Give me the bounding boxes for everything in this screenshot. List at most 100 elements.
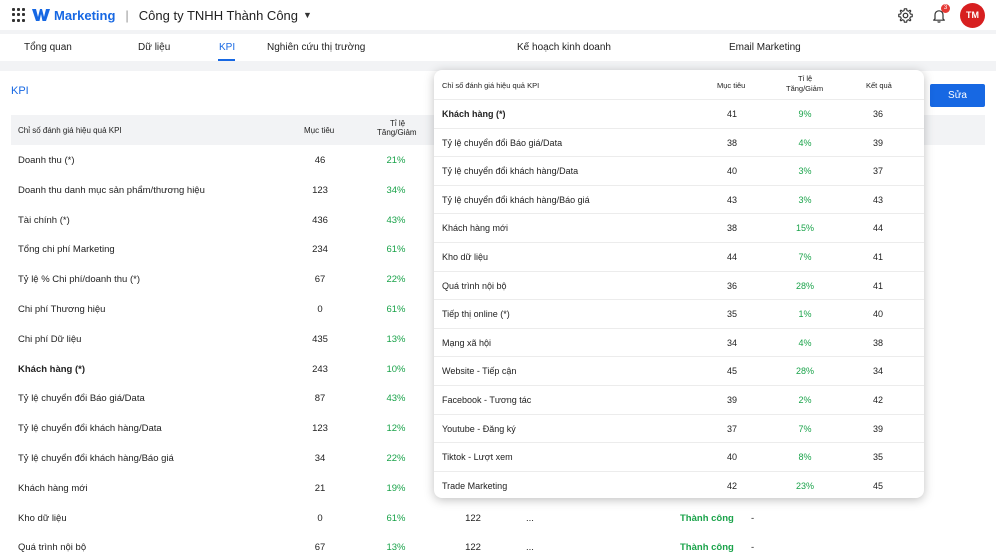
kpi-target: 67 xyxy=(314,274,326,286)
tab-business-plan[interactable]: Kế hoạch kinh doanh xyxy=(517,42,611,53)
popup-kpi-ratio: 28% xyxy=(795,280,814,291)
popup-kpi-name: Tỷ lệ chuyển đổi Báo giá/Data xyxy=(442,137,563,148)
kpi-ratio: 43% xyxy=(386,214,406,226)
title-separator: | xyxy=(125,7,129,23)
popup-kpi-target: 34 xyxy=(726,337,737,348)
edit-button[interactable]: Sửa xyxy=(930,84,985,107)
notification-badge: 3 xyxy=(941,4,950,13)
tab-kpi[interactable]: KPI xyxy=(219,42,236,53)
header-target: Mục tiêu xyxy=(304,126,335,135)
kpi-target: 87 xyxy=(314,393,326,405)
popup-kpi-result: 44 xyxy=(872,223,883,234)
apps-grid-icon[interactable] xyxy=(12,8,26,22)
table-row[interactable]: Doanh thu danh mục sản phẩm/thương hiệu 1… xyxy=(0,176,996,206)
kpi-detail-popup[interactable]: Chỉ số đánh giá hiệu quả KPI Mục tiêu Tỉ… xyxy=(434,70,924,498)
kpi-target: 0 xyxy=(317,512,323,524)
kpi-ratio: 19% xyxy=(386,482,406,494)
table-row[interactable]: Tài chính (*) 436 43% xyxy=(0,206,996,236)
popup-kpi-target: 36 xyxy=(726,280,737,291)
kpi-name: Doanh thu (*) xyxy=(18,155,75,166)
company-selector[interactable]: Công ty TNHH Thành Công xyxy=(138,7,299,23)
table-row[interactable]: Khách hàng mới 21 19% xyxy=(0,474,996,504)
panel-title: KPI xyxy=(11,85,29,97)
popup-kpi-target: 35 xyxy=(726,309,737,320)
popup-kpi-name: Khách hàng mới xyxy=(442,223,508,234)
kpi-name: Tỷ lệ % Chi phí/doanh thu (*) xyxy=(18,274,140,286)
table-row[interactable]: Tỷ lệ chuyển đổi khách hàng/Data 123 12% xyxy=(0,414,996,444)
popup-table-row[interactable]: Trade Marketing 42 23% 45 xyxy=(434,470,924,498)
tab-bar: Tổng quan Dữ liệu KPI Nghiên cứu thị trư… xyxy=(0,34,996,61)
kpi-ratio: 12% xyxy=(386,423,406,435)
popup-kpi-result: 39 xyxy=(872,137,883,148)
table-row[interactable]: Tỷ lệ chuyển đổi khách hàng/Báo giá 34 22% xyxy=(0,444,996,474)
popup-table-row[interactable]: Quá trình nội bộ 36 28% 41 xyxy=(434,270,924,300)
popup-kpi-ratio: 4% xyxy=(798,337,812,348)
popup-kpi-target: 39 xyxy=(726,395,737,405)
popup-kpi-result: 42 xyxy=(872,395,883,405)
table-row[interactable]: Tổng chi phí Marketing 234 61% xyxy=(0,235,996,265)
popup-kpi-result: 34 xyxy=(872,366,883,377)
popup-table-row[interactable]: Tỷ lệ chuyển đổi Báo giá/Data 38 4% 39 xyxy=(434,127,924,157)
popup-table-row[interactable]: Tỷ lệ chuyển đổi khách hàng/Data 40 3% 37 xyxy=(434,156,924,185)
popup-table-row[interactable]: Khách hàng (*) 41 9% 36 xyxy=(434,99,924,128)
user-avatar[interactable]: TM xyxy=(960,3,985,28)
kpi-name: Quá trình nội bộ xyxy=(18,542,87,552)
popup-table-row[interactable]: Kho dữ liệu 44 7% 41 xyxy=(434,242,924,271)
popup-table-row[interactable]: Tiếp thị online (*) 35 1% 40 xyxy=(434,299,924,328)
popup-table-header: Chỉ số đánh giá hiệu quả KPI Mục tiêu Tỉ… xyxy=(434,70,924,100)
kpi-ratio: 21% xyxy=(386,155,406,166)
brand-name[interactable]: Marketing xyxy=(54,7,116,23)
table-row[interactable]: Chi phí Thương hiệu 0 61% xyxy=(0,295,996,325)
tab-email-marketing[interactable]: Email Marketing xyxy=(729,42,801,53)
popup-kpi-ratio: 8% xyxy=(798,452,812,463)
popup-table-row[interactable]: Tỷ lệ chuyển đổi khách hàng/Báo giá 43 3% 4… xyxy=(434,184,924,214)
table-row[interactable]: Khách hàng (*) 243 10% xyxy=(0,355,996,385)
popup-kpi-name: Khách hàng (*) xyxy=(442,109,506,119)
popup-kpi-name: Trade Marketing xyxy=(442,480,508,491)
kpi-name: Kho dữ liệu xyxy=(18,512,67,524)
bell-icon[interactable] xyxy=(931,7,947,24)
popup-kpi-name: Website - Tiếp cận xyxy=(442,366,517,377)
popup-kpi-target: 41 xyxy=(726,109,737,119)
kpi-more: ... xyxy=(526,542,534,552)
tab-market-research[interactable]: Nghiên cứu thị trường xyxy=(267,42,366,53)
popup-kpi-result: 43 xyxy=(872,194,883,205)
popup-kpi-ratio: 4% xyxy=(798,137,812,148)
popup-kpi-result: 41 xyxy=(872,280,883,291)
popup-kpi-result: 37 xyxy=(872,166,883,177)
table-row[interactable]: Quá trình nội bộ 67 13% 122... Thành công - xyxy=(0,533,996,552)
kpi-target: 234 xyxy=(312,244,328,256)
popup-kpi-name: Tỷ lệ chuyển đổi khách hàng/Báo giá xyxy=(442,194,590,205)
popup-kpi-ratio: 7% xyxy=(798,252,812,262)
kpi-ratio: 43% xyxy=(386,393,406,405)
popup-header-ratio-line1: Tỉ lệ xyxy=(798,74,813,83)
tab-overview[interactable]: Tổng quan xyxy=(24,42,72,53)
gear-icon[interactable] xyxy=(897,7,914,24)
table-row[interactable]: Kho dữ liệu 0 61% 122... Thành công - xyxy=(0,504,996,534)
kpi-target: 243 xyxy=(312,363,328,375)
popup-kpi-result: 36 xyxy=(872,109,883,119)
chevron-down-icon[interactable]: ▼ xyxy=(303,10,312,20)
table-row[interactable]: Chi phí Dữ liệu 435 13% xyxy=(0,325,996,355)
popup-table-row[interactable]: Facebook - Tương tác 39 2% 42 xyxy=(434,385,924,414)
popup-table-row[interactable]: Youtube - Đăng ký 37 7% 39 xyxy=(434,413,924,443)
kpi-ratio: 61% xyxy=(386,304,406,315)
table-row[interactable]: Doanh thu (*) 46 21% xyxy=(0,146,996,176)
popup-table-row[interactable]: Tiktok - Lượt xem 40 8% 35 xyxy=(434,442,924,471)
popup-kpi-target: 43 xyxy=(726,194,737,205)
popup-kpi-target: 38 xyxy=(726,137,737,148)
popup-kpi-result: 40 xyxy=(872,309,883,320)
kpi-name: Khách hàng mới xyxy=(18,482,88,494)
table-row[interactable]: Tỷ lệ % Chi phí/doanh thu (*) 67 22% xyxy=(0,265,996,295)
popup-table-row[interactable]: Website - Tiếp cận 45 28% 34 xyxy=(434,356,924,385)
kpi-name: Tỷ lệ chuyển đổi khách hàng/Data xyxy=(18,423,162,435)
popup-kpi-result: 45 xyxy=(872,480,883,491)
kpi-ratio: 61% xyxy=(386,244,406,256)
popup-kpi-name: Quá trình nội bộ xyxy=(442,280,507,291)
table-row[interactable]: Tỷ lệ chuyển đổi Báo giá/Data 87 43% xyxy=(0,384,996,414)
popup-table-row[interactable]: Mạng xã hội 34 4% 38 xyxy=(434,327,924,357)
kpi-more: ... xyxy=(526,512,534,524)
tab-data[interactable]: Dữ liệu xyxy=(138,42,171,53)
top-bar: Marketing | Công ty TNHH Thành Công ▼ xyxy=(0,0,996,30)
popup-table-row[interactable]: Khách hàng mới 38 15% 44 xyxy=(434,213,924,242)
